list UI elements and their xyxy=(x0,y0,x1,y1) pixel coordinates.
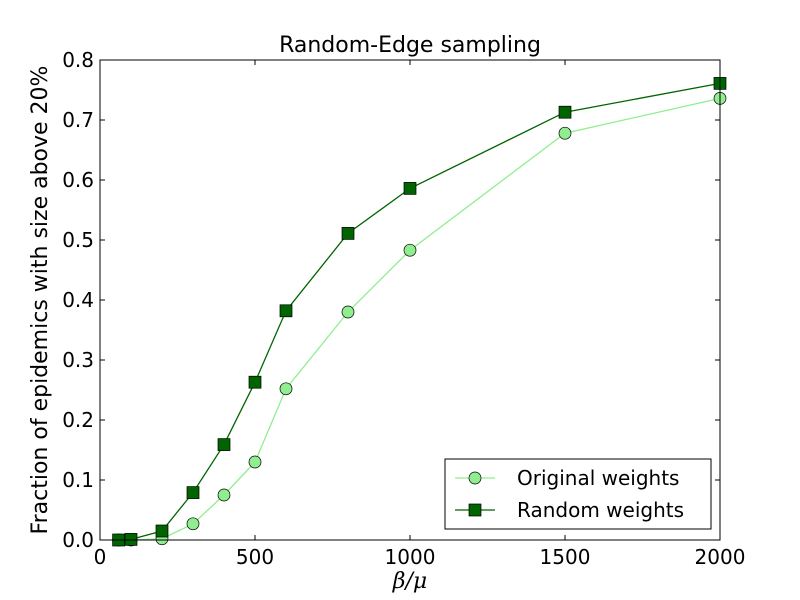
data-point xyxy=(155,524,169,538)
y-tick-label: 0.3 xyxy=(62,348,94,372)
x-tick-label: 1500 xyxy=(540,545,591,569)
data-point xyxy=(403,243,417,257)
y-tick-label: 0.5 xyxy=(62,228,94,252)
x-axis-label: β/μ xyxy=(392,569,427,594)
y-tick-label: 0.2 xyxy=(62,408,94,432)
x-tick-label: 500 xyxy=(236,545,274,569)
data-point xyxy=(217,438,231,451)
x-tick-label: 0 xyxy=(94,545,107,569)
x-tick-label: 1000 xyxy=(385,545,436,569)
plot-frame xyxy=(99,59,721,541)
ticks-layer: 0 500 1000 1500 2000 0.0 0.1 0.2 0.3 0.4 0.5 0.6 0.7… xyxy=(62,48,745,569)
data-point xyxy=(186,517,200,531)
data-point xyxy=(248,375,262,389)
legend-marker xyxy=(468,471,482,485)
data-point xyxy=(248,455,262,469)
data-point xyxy=(403,182,417,195)
legend-label: Random weights xyxy=(517,498,684,522)
x-tick-label: 2000 xyxy=(695,545,746,569)
legend: Original weights Random weights xyxy=(444,458,712,530)
series-layer xyxy=(112,77,727,547)
data-point xyxy=(341,227,355,240)
data-point xyxy=(279,382,293,396)
data-point xyxy=(558,126,572,140)
y-tick-label: 0.0 xyxy=(62,528,94,552)
data-point xyxy=(124,533,138,546)
data-point xyxy=(217,488,231,502)
y-tick-label: 0.1 xyxy=(62,468,94,492)
legend-label: Original weights xyxy=(517,466,679,490)
legend-entry: Original weights xyxy=(455,466,679,490)
series-random-weights xyxy=(112,77,727,547)
chart-title: Random-Edge sampling xyxy=(279,33,541,58)
legend-box xyxy=(444,458,712,530)
legend-marker xyxy=(468,503,482,517)
y-tick-label: 0.6 xyxy=(62,168,94,192)
legend-entry: Random weights xyxy=(455,498,684,522)
data-point xyxy=(558,105,572,119)
y-tick-label: 0.7 xyxy=(62,108,94,132)
data-point xyxy=(341,305,355,319)
y-tick-label: 0.8 xyxy=(62,48,94,72)
y-axis-label: Fraction of epidemics with size above 20… xyxy=(28,66,53,535)
y-tick-label: 0.4 xyxy=(62,288,94,312)
data-point xyxy=(186,486,200,499)
data-point xyxy=(279,304,293,318)
